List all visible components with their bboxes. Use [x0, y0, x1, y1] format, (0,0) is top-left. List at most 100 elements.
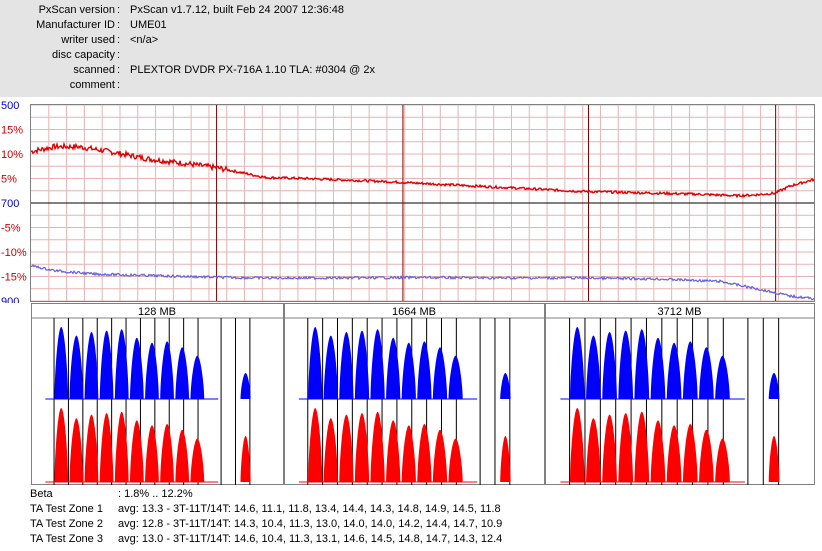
info-row-disc-capacity: disc capacity : [0, 48, 822, 63]
chart-background [0, 97, 822, 303]
ta-red-peak [570, 408, 585, 482]
info-row-manufacturer-id: Manufacturer ID : UME01 [0, 18, 822, 33]
ta-panel-label: 3712 MB [657, 306, 701, 318]
chart-grid [31, 104, 814, 302]
info-row-comment: comment : [0, 78, 822, 93]
y-tick-label: 5% [1, 174, 17, 186]
ta-red-peak [417, 424, 432, 482]
ta-red-peak [666, 425, 682, 482]
ta-red-peak [114, 411, 129, 482]
info-label: Manufacturer ID [36, 19, 115, 31]
ta-blue-peak [666, 342, 682, 399]
ta-red-peak [160, 424, 174, 482]
info-value: UME01 [130, 19, 167, 31]
ta-red-peak [683, 424, 698, 482]
ta-red-peak [650, 420, 666, 482]
info-value: PLEXTOR DVDR PX-716A 1.10 TLA: #0304 @ 2… [130, 64, 375, 76]
ta-panel-label: 1664 MB [392, 306, 436, 318]
ta-zone-label: TA Test Zone 3 [30, 533, 103, 545]
ta-blue-peak [715, 355, 730, 399]
chart-series [30, 141, 815, 301]
ta-red-peak [84, 414, 99, 482]
ta-blue-peak [54, 327, 69, 399]
ta-blue-peak [190, 355, 205, 399]
ta-blue-peak [586, 335, 601, 399]
y-tick-label: 700 [1, 198, 19, 210]
ta-panel-content: 128 MB 1664 MB 3712 MB [31, 303, 815, 485]
ta-red-peak [240, 436, 251, 482]
info-colon: : [117, 79, 121, 91]
ta-red-peak [323, 418, 338, 482]
ta-red-peak [618, 413, 633, 482]
ta-zone-row: TA Test Zone 3 avg: 13.0 - 3T-11T/14T: 1… [0, 532, 822, 547]
info-label: comment [69, 79, 115, 91]
ta-blue-peak [339, 332, 354, 399]
info-colon: : [117, 19, 121, 31]
chart-frame [30, 104, 815, 302]
ta-red-peak [715, 438, 730, 482]
info-colon: : [117, 34, 121, 46]
ta-blue-peak [114, 329, 129, 399]
scan-info-header: PxScan version : PxScan v1.7.12, built F… [0, 0, 822, 97]
ta-red-peak [768, 436, 780, 482]
ta-zone-value: avg: 13.0 - 3T-11T/14T: 14.6, 10.4, 11.3… [118, 533, 503, 545]
ta-red-peak [634, 411, 650, 482]
ta-blue-peak [683, 341, 698, 399]
y-tick-label: -15% [1, 272, 27, 284]
info-value: <n/a> [130, 34, 159, 46]
ta-blue-peak [570, 327, 585, 399]
info-row-scanned: scanned : PLEXTOR DVDR PX-716A 1.10 TLA:… [0, 63, 822, 78]
ta-blue-peak [432, 347, 448, 399]
info-row-pxscan-version: PxScan version : PxScan v1.7.12, built F… [0, 3, 822, 18]
info-label: disc capacity [52, 49, 115, 61]
ta-red-peak [308, 408, 323, 482]
y-tick-label: -10% [1, 247, 27, 259]
ta-blue-peak [602, 332, 617, 399]
ta-blue-peak [308, 327, 323, 399]
info-colon: : [117, 49, 121, 61]
ta-red-peak [386, 420, 401, 482]
info-label: PxScan version [38, 4, 115, 16]
info-value: PxScan v1.7.12, built Feb 24 2007 12:36:… [130, 4, 345, 16]
ta-blue-peak [175, 347, 189, 399]
ta-red-peak [175, 429, 189, 482]
beta-summary-row: Beta : 1.8% .. 12.2% [0, 487, 822, 502]
ta-red-peak [401, 425, 416, 482]
info-label: writer used [61, 34, 115, 46]
info-colon: : [117, 64, 121, 76]
info-label: scanned [73, 64, 115, 76]
ta-red-peak [586, 418, 601, 482]
ta-zone-value: avg: 12.8 - 3T-11T/14T: 14.3, 10.4, 11.3… [118, 518, 503, 530]
ta-blue-peak [768, 373, 780, 399]
ta-red-peak [69, 418, 84, 482]
beta-label: Beta [30, 488, 53, 500]
ta-red-peak [602, 414, 617, 482]
ta-red-peak [145, 425, 159, 482]
ta-red-peak [54, 408, 69, 482]
ta-red-peak [370, 411, 385, 482]
y-tick-label: 15% [1, 125, 23, 137]
ta-blue-peak [69, 335, 84, 399]
ta-red-peak [432, 429, 448, 482]
ta-zone-row: TA Test Zone 2 avg: 12.8 - 3T-11T/14T: 1… [0, 517, 822, 532]
ta-blue-peak [145, 342, 159, 399]
ta-blue-peak [618, 330, 633, 399]
ta-blue-peak [386, 337, 401, 399]
ta-red-peak [130, 420, 144, 482]
ta-blue-peak [417, 341, 432, 399]
ta-red-peak [339, 414, 354, 482]
ta-blue-peak [401, 342, 416, 399]
ta-blue-peak [354, 330, 370, 399]
ta-blue-peak [160, 341, 174, 399]
y-tick-label: 900 [1, 296, 19, 303]
y-tick-label: -5% [1, 223, 21, 235]
ta-blue-peak [650, 337, 666, 399]
ta-red-peak [699, 429, 714, 482]
ta-red-peak [354, 413, 370, 482]
ta-blue-peak [99, 330, 114, 399]
y-tick-label: 10% [1, 149, 23, 161]
info-colon: : [117, 4, 121, 16]
ta-red-peak [500, 436, 511, 482]
ta-panel-label: 128 MB [138, 306, 176, 318]
ta-blue-peak [699, 347, 714, 399]
